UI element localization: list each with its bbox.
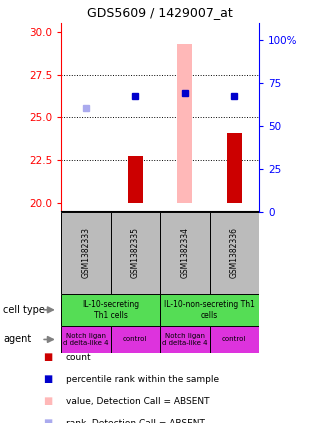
Bar (210, 326, 259, 353)
Bar (61, 326, 111, 353)
Bar (160, 294, 259, 326)
Text: agent: agent (3, 335, 32, 344)
Text: control: control (123, 336, 148, 343)
Text: GSM1382333: GSM1382333 (81, 227, 90, 278)
Bar (210, 212, 259, 294)
Bar (111, 212, 160, 294)
Text: IL-10-non-secreting Th1
cells: IL-10-non-secreting Th1 cells (164, 300, 255, 319)
Text: ■: ■ (43, 396, 52, 407)
Text: count: count (66, 353, 92, 362)
Bar (160, 326, 210, 353)
Text: ■: ■ (43, 418, 52, 423)
Text: rank, Detection Call = ABSENT: rank, Detection Call = ABSENT (66, 419, 205, 423)
Bar (227, 133, 242, 203)
Text: IL-10-secreting
Th1 cells: IL-10-secreting Th1 cells (82, 300, 139, 319)
Bar (160, 212, 210, 294)
Bar (128, 156, 143, 203)
Text: cell type: cell type (3, 305, 45, 315)
Bar (177, 44, 192, 203)
Text: percentile rank within the sample: percentile rank within the sample (66, 375, 219, 384)
Bar (61, 212, 111, 294)
Text: Notch ligan
d delta-like 4: Notch ligan d delta-like 4 (162, 333, 208, 346)
Text: ■: ■ (43, 352, 52, 363)
Title: GDS5609 / 1429007_at: GDS5609 / 1429007_at (87, 6, 233, 19)
Bar (61, 294, 160, 326)
Text: ■: ■ (43, 374, 52, 385)
Text: GSM1382336: GSM1382336 (230, 227, 239, 278)
Text: GSM1382335: GSM1382335 (131, 227, 140, 278)
Text: GSM1382334: GSM1382334 (180, 227, 189, 278)
Text: value, Detection Call = ABSENT: value, Detection Call = ABSENT (66, 397, 210, 406)
Text: Notch ligan
d delta-like 4: Notch ligan d delta-like 4 (63, 333, 109, 346)
Text: control: control (222, 336, 247, 343)
Bar (111, 326, 160, 353)
